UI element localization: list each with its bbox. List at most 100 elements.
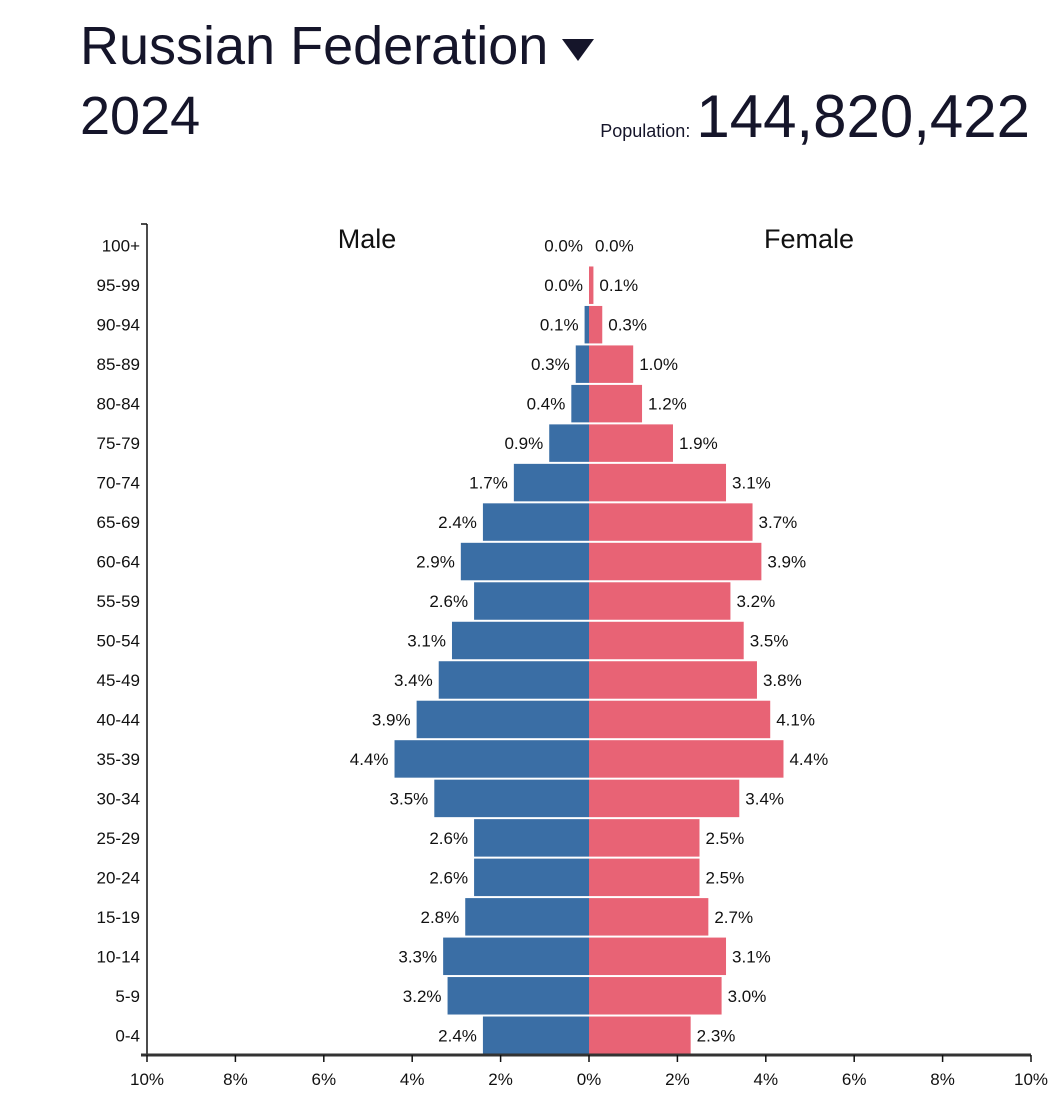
male-value-label: 3.3% xyxy=(398,947,437,966)
male-bar xyxy=(465,898,589,936)
female-bar xyxy=(589,1016,691,1054)
male-bar xyxy=(443,937,589,976)
female-value-label: 3.7% xyxy=(759,513,798,532)
x-tick-label: 8% xyxy=(930,1070,955,1089)
male-bar xyxy=(474,819,589,857)
country-selector[interactable]: Russian Federation xyxy=(80,14,595,78)
female-bar xyxy=(589,700,771,739)
x-tick-label: 10% xyxy=(1014,1070,1048,1089)
female-value-label: 1.0% xyxy=(639,355,678,374)
male-bar xyxy=(571,384,589,423)
male-value-label: 0.3% xyxy=(531,355,570,374)
male-bar xyxy=(482,503,589,541)
female-bar xyxy=(589,384,643,423)
male-value-label: 2.4% xyxy=(438,1026,477,1045)
male-value-label: 1.7% xyxy=(469,474,508,493)
male-value-label: 3.9% xyxy=(372,710,411,729)
male-bar xyxy=(513,463,589,502)
male-bar xyxy=(474,582,589,620)
male-bar xyxy=(575,345,589,383)
y-tick-label: 70-74 xyxy=(97,474,140,493)
x-tick-label: 2% xyxy=(488,1070,513,1089)
population-label: Population: xyxy=(600,121,691,141)
female-bar xyxy=(589,937,727,976)
male-value-label: 2.6% xyxy=(429,829,468,848)
x-tick-label: 6% xyxy=(312,1070,337,1089)
y-tick-label: 75-79 xyxy=(97,434,140,453)
male-bar xyxy=(474,858,589,897)
male-value-label: 3.2% xyxy=(403,987,442,1006)
female-value-label: 3.5% xyxy=(750,632,789,651)
male-value-label: 3.1% xyxy=(407,632,446,651)
male-bar xyxy=(394,740,589,778)
male-value-label: 0.1% xyxy=(540,316,579,335)
x-tick-label: 8% xyxy=(223,1070,248,1089)
female-value-label: 1.2% xyxy=(648,395,687,414)
male-value-label: 0.0% xyxy=(544,237,583,256)
female-value-label: 3.4% xyxy=(745,789,784,808)
y-tick-label: 35-39 xyxy=(97,750,140,769)
male-value-label: 0.4% xyxy=(527,395,566,414)
female-value-label: 2.3% xyxy=(697,1026,736,1045)
female-bar xyxy=(589,977,722,1015)
male-bar xyxy=(482,1016,589,1054)
population: Population: 144,820,422 xyxy=(600,82,1030,151)
female-value-label: 2.7% xyxy=(714,908,753,927)
y-tick-label: 5-9 xyxy=(115,987,140,1006)
female-value-label: 3.1% xyxy=(732,474,771,493)
female-bar xyxy=(589,463,727,502)
female-bar xyxy=(589,740,784,778)
x-tick-label: 0% xyxy=(577,1070,602,1089)
male-bar xyxy=(460,542,589,581)
female-bar xyxy=(589,858,700,897)
male-value-label: 0.0% xyxy=(544,276,583,295)
female-value-label: 0.3% xyxy=(608,316,647,335)
legend-male: Male xyxy=(338,224,397,254)
y-tick-label: 25-29 xyxy=(97,829,140,848)
male-bar xyxy=(447,977,589,1015)
x-tick-label: 2% xyxy=(665,1070,690,1089)
y-tick-label: 80-84 xyxy=(97,395,140,414)
y-tick-label: 60-64 xyxy=(97,553,140,572)
population-value: 144,820,422 xyxy=(696,83,1030,150)
y-tick-label: 50-54 xyxy=(97,632,140,651)
caret-down-icon[interactable] xyxy=(562,38,595,61)
x-tick-label: 6% xyxy=(842,1070,867,1089)
y-tick-label: 40-44 xyxy=(97,710,140,729)
y-tick-label: 45-49 xyxy=(97,671,140,690)
female-bar xyxy=(589,779,740,818)
female-value-label: 3.8% xyxy=(763,671,802,690)
male-bar xyxy=(416,700,589,739)
female-value-label: 3.9% xyxy=(767,553,806,572)
female-value-label: 3.1% xyxy=(732,947,771,966)
x-tick-label: 4% xyxy=(400,1070,425,1089)
female-bar xyxy=(589,542,762,581)
female-value-label: 1.9% xyxy=(679,434,718,453)
female-bar xyxy=(589,345,634,383)
female-bar xyxy=(589,266,594,304)
y-tick-label: 95-99 xyxy=(97,276,140,295)
country-name: Russian Federation xyxy=(80,16,549,76)
male-bar xyxy=(438,661,589,699)
male-bar xyxy=(549,424,589,462)
y-tick-label: 10-14 xyxy=(97,947,140,966)
legend-female: Female xyxy=(764,224,854,254)
male-value-label: 2.9% xyxy=(416,553,455,572)
y-tick-label: 55-59 xyxy=(97,592,140,611)
male-value-label: 2.8% xyxy=(420,908,459,927)
male-value-label: 3.5% xyxy=(390,789,429,808)
y-tick-label: 20-24 xyxy=(97,868,140,887)
female-bar xyxy=(589,898,709,936)
y-tick-label: 90-94 xyxy=(97,316,140,335)
x-tick-label: 10% xyxy=(130,1070,164,1089)
male-value-label: 2.4% xyxy=(438,513,477,532)
female-value-label: 4.1% xyxy=(776,710,815,729)
female-value-label: 2.5% xyxy=(706,829,745,848)
y-tick-label: 15-19 xyxy=(97,908,140,927)
male-value-label: 0.9% xyxy=(504,434,543,453)
male-value-label: 2.6% xyxy=(429,868,468,887)
female-value-label: 4.4% xyxy=(789,750,828,769)
male-bar xyxy=(584,305,589,344)
female-bar xyxy=(589,819,700,857)
